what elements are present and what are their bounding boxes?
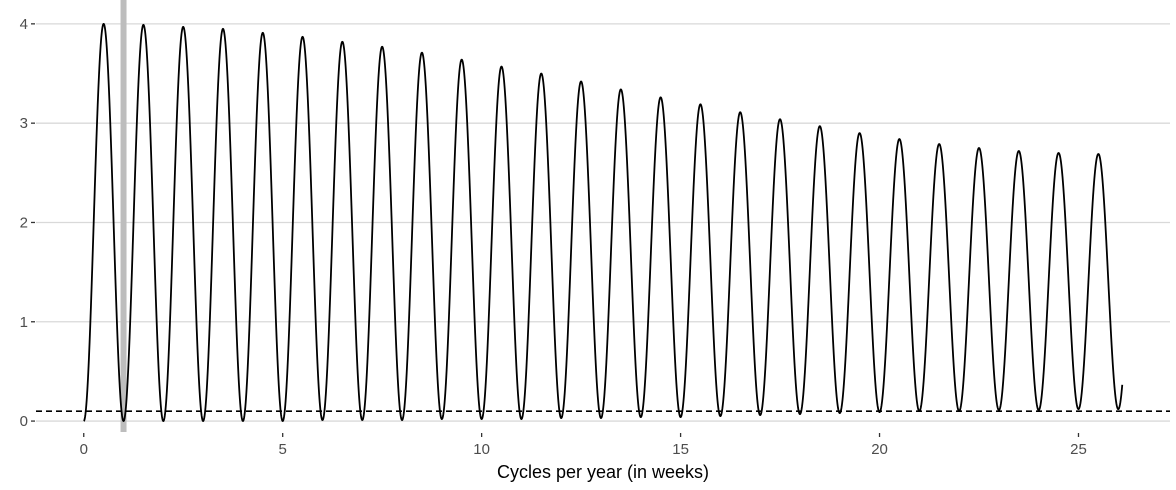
- y-tick-label-1: 1: [20, 314, 28, 331]
- x-tick-label-0: 0: [80, 441, 88, 458]
- x-tick-label-3: 15: [672, 441, 689, 458]
- y-axis: 0 1 2 3 4: [20, 16, 35, 430]
- y-tick-label-0: 0: [20, 413, 28, 430]
- x-axis-title: Cycles per year (in weeks): [497, 462, 709, 482]
- x-tick-label-1: 5: [279, 441, 287, 458]
- y-tick-label-3: 3: [20, 115, 28, 132]
- x-tick-label-4: 20: [871, 441, 888, 458]
- gridlines: [36, 23, 1170, 422]
- x-tick-label-2: 10: [473, 441, 490, 458]
- series-line-0: [83, 22, 1124, 422]
- x-tick-label-5: 25: [1070, 441, 1087, 458]
- x-axis: 0 5 10 15 20 25: [80, 433, 1087, 458]
- reference-lines: [36, 0, 1170, 432]
- series: [83, 22, 1124, 422]
- y-tick-label-2: 2: [20, 214, 28, 231]
- y-tick-label-4: 4: [20, 16, 28, 33]
